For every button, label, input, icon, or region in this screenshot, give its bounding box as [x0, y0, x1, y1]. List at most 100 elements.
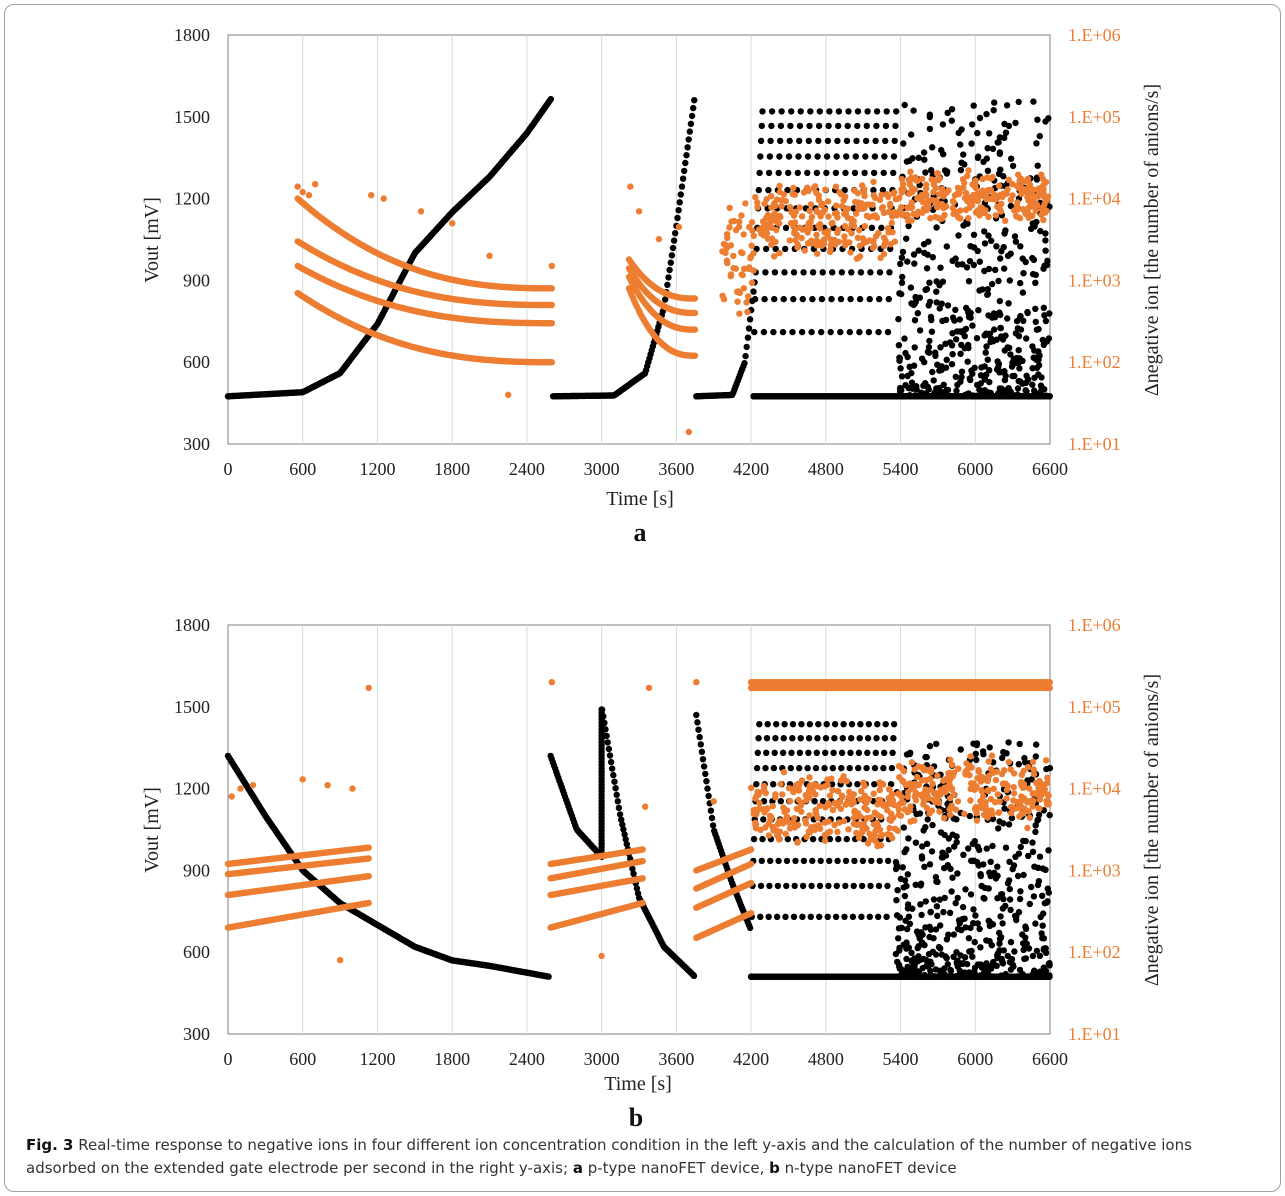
vout-point [882, 721, 889, 728]
vout-point [989, 921, 997, 928]
vout-point [974, 247, 981, 255]
vout-point [898, 254, 906, 261]
vout-point [1035, 811, 1043, 819]
vout-point [777, 122, 785, 130]
vout-point [977, 380, 984, 387]
ion-count-point [790, 212, 798, 219]
vout-point [1017, 888, 1024, 895]
vout-point [912, 298, 919, 306]
vout-point [1014, 325, 1021, 332]
vout-point [896, 290, 903, 297]
vout-point [882, 137, 889, 145]
ion-count-point [735, 223, 743, 230]
ion-count-point [856, 227, 863, 234]
vout-point [781, 721, 788, 728]
y-axis-label: Vout [mV] [141, 197, 163, 283]
ion-count-point [762, 227, 770, 235]
vout-point [865, 721, 872, 728]
vout-point [952, 336, 960, 343]
vout-point [1012, 119, 1019, 127]
ion-count-point [869, 244, 877, 251]
vout-point [999, 920, 1006, 927]
vout-point [981, 228, 988, 235]
ion-count-point [972, 209, 980, 216]
vout-point [824, 913, 831, 920]
vout-point [1002, 332, 1009, 339]
x-tick-label: 5400 [883, 459, 919, 479]
vout-point [1016, 365, 1023, 372]
vout-point [1035, 362, 1043, 369]
ion-count-point [908, 199, 915, 206]
vout-point [765, 169, 773, 177]
vout-point [903, 235, 910, 242]
vout-point [790, 913, 798, 920]
vout-point [997, 913, 1004, 920]
vout-point [1045, 889, 1053, 896]
vout-point [1033, 140, 1040, 147]
vout-point [1017, 243, 1024, 250]
vout-point [895, 342, 903, 349]
vout-point [815, 137, 822, 145]
ion-count-point [878, 205, 886, 212]
vout-point [881, 153, 888, 160]
vout-point [607, 758, 615, 766]
vout-point [1007, 966, 1015, 973]
ion-count-point [746, 264, 753, 271]
vout-point [989, 815, 997, 823]
vout-point [872, 137, 879, 145]
vout-point [871, 153, 879, 160]
vout-point [899, 864, 906, 871]
vout-point [910, 251, 918, 258]
vout-point [976, 925, 983, 933]
vout-point [927, 908, 934, 916]
ion-count-point [1038, 189, 1046, 196]
ion-count-point [748, 279, 756, 286]
ion-count-point [1032, 203, 1039, 210]
vout-point [850, 205, 857, 212]
ion-count-point [691, 309, 699, 317]
vout-point [987, 858, 994, 865]
vout-point [871, 781, 878, 788]
vout-point [686, 128, 693, 135]
vout-point [934, 361, 941, 368]
vout-point [984, 167, 992, 174]
vout-point [999, 959, 1006, 967]
vout-point [990, 958, 997, 966]
ion-count-point [1013, 202, 1021, 209]
vout-point [1022, 837, 1029, 845]
vout-point [892, 122, 899, 130]
vout-point [903, 751, 911, 758]
vout-point [937, 344, 944, 351]
vout-point [895, 925, 903, 932]
vout-point [796, 764, 803, 772]
ion-count-point [772, 238, 779, 246]
ion-count-point [752, 194, 759, 201]
vout-point [848, 735, 855, 742]
vout-point [917, 882, 924, 889]
vout-point [1032, 279, 1039, 286]
ion-count-point [836, 189, 843, 196]
vout-point [963, 960, 971, 968]
vout-point [837, 295, 845, 303]
ion-count-point [1005, 176, 1012, 183]
ion-count-point [889, 229, 896, 236]
vout-point [1034, 116, 1041, 123]
vout-point [910, 107, 917, 114]
ion-count-point [1042, 195, 1050, 202]
vout-point [899, 273, 906, 281]
vout-point [962, 886, 969, 893]
vout-point [992, 266, 999, 274]
ion-count-point [854, 234, 862, 241]
vout-point [939, 121, 947, 128]
vout-point [823, 721, 830, 728]
vout-point [682, 159, 689, 167]
vout-point [905, 222, 912, 230]
vout-point [955, 917, 963, 924]
vout-point [831, 735, 838, 742]
vout-point [988, 237, 995, 244]
ion-count-point [794, 241, 801, 248]
vout-point [997, 891, 1005, 898]
vout-point [1005, 385, 1012, 392]
vout-point [945, 846, 952, 854]
